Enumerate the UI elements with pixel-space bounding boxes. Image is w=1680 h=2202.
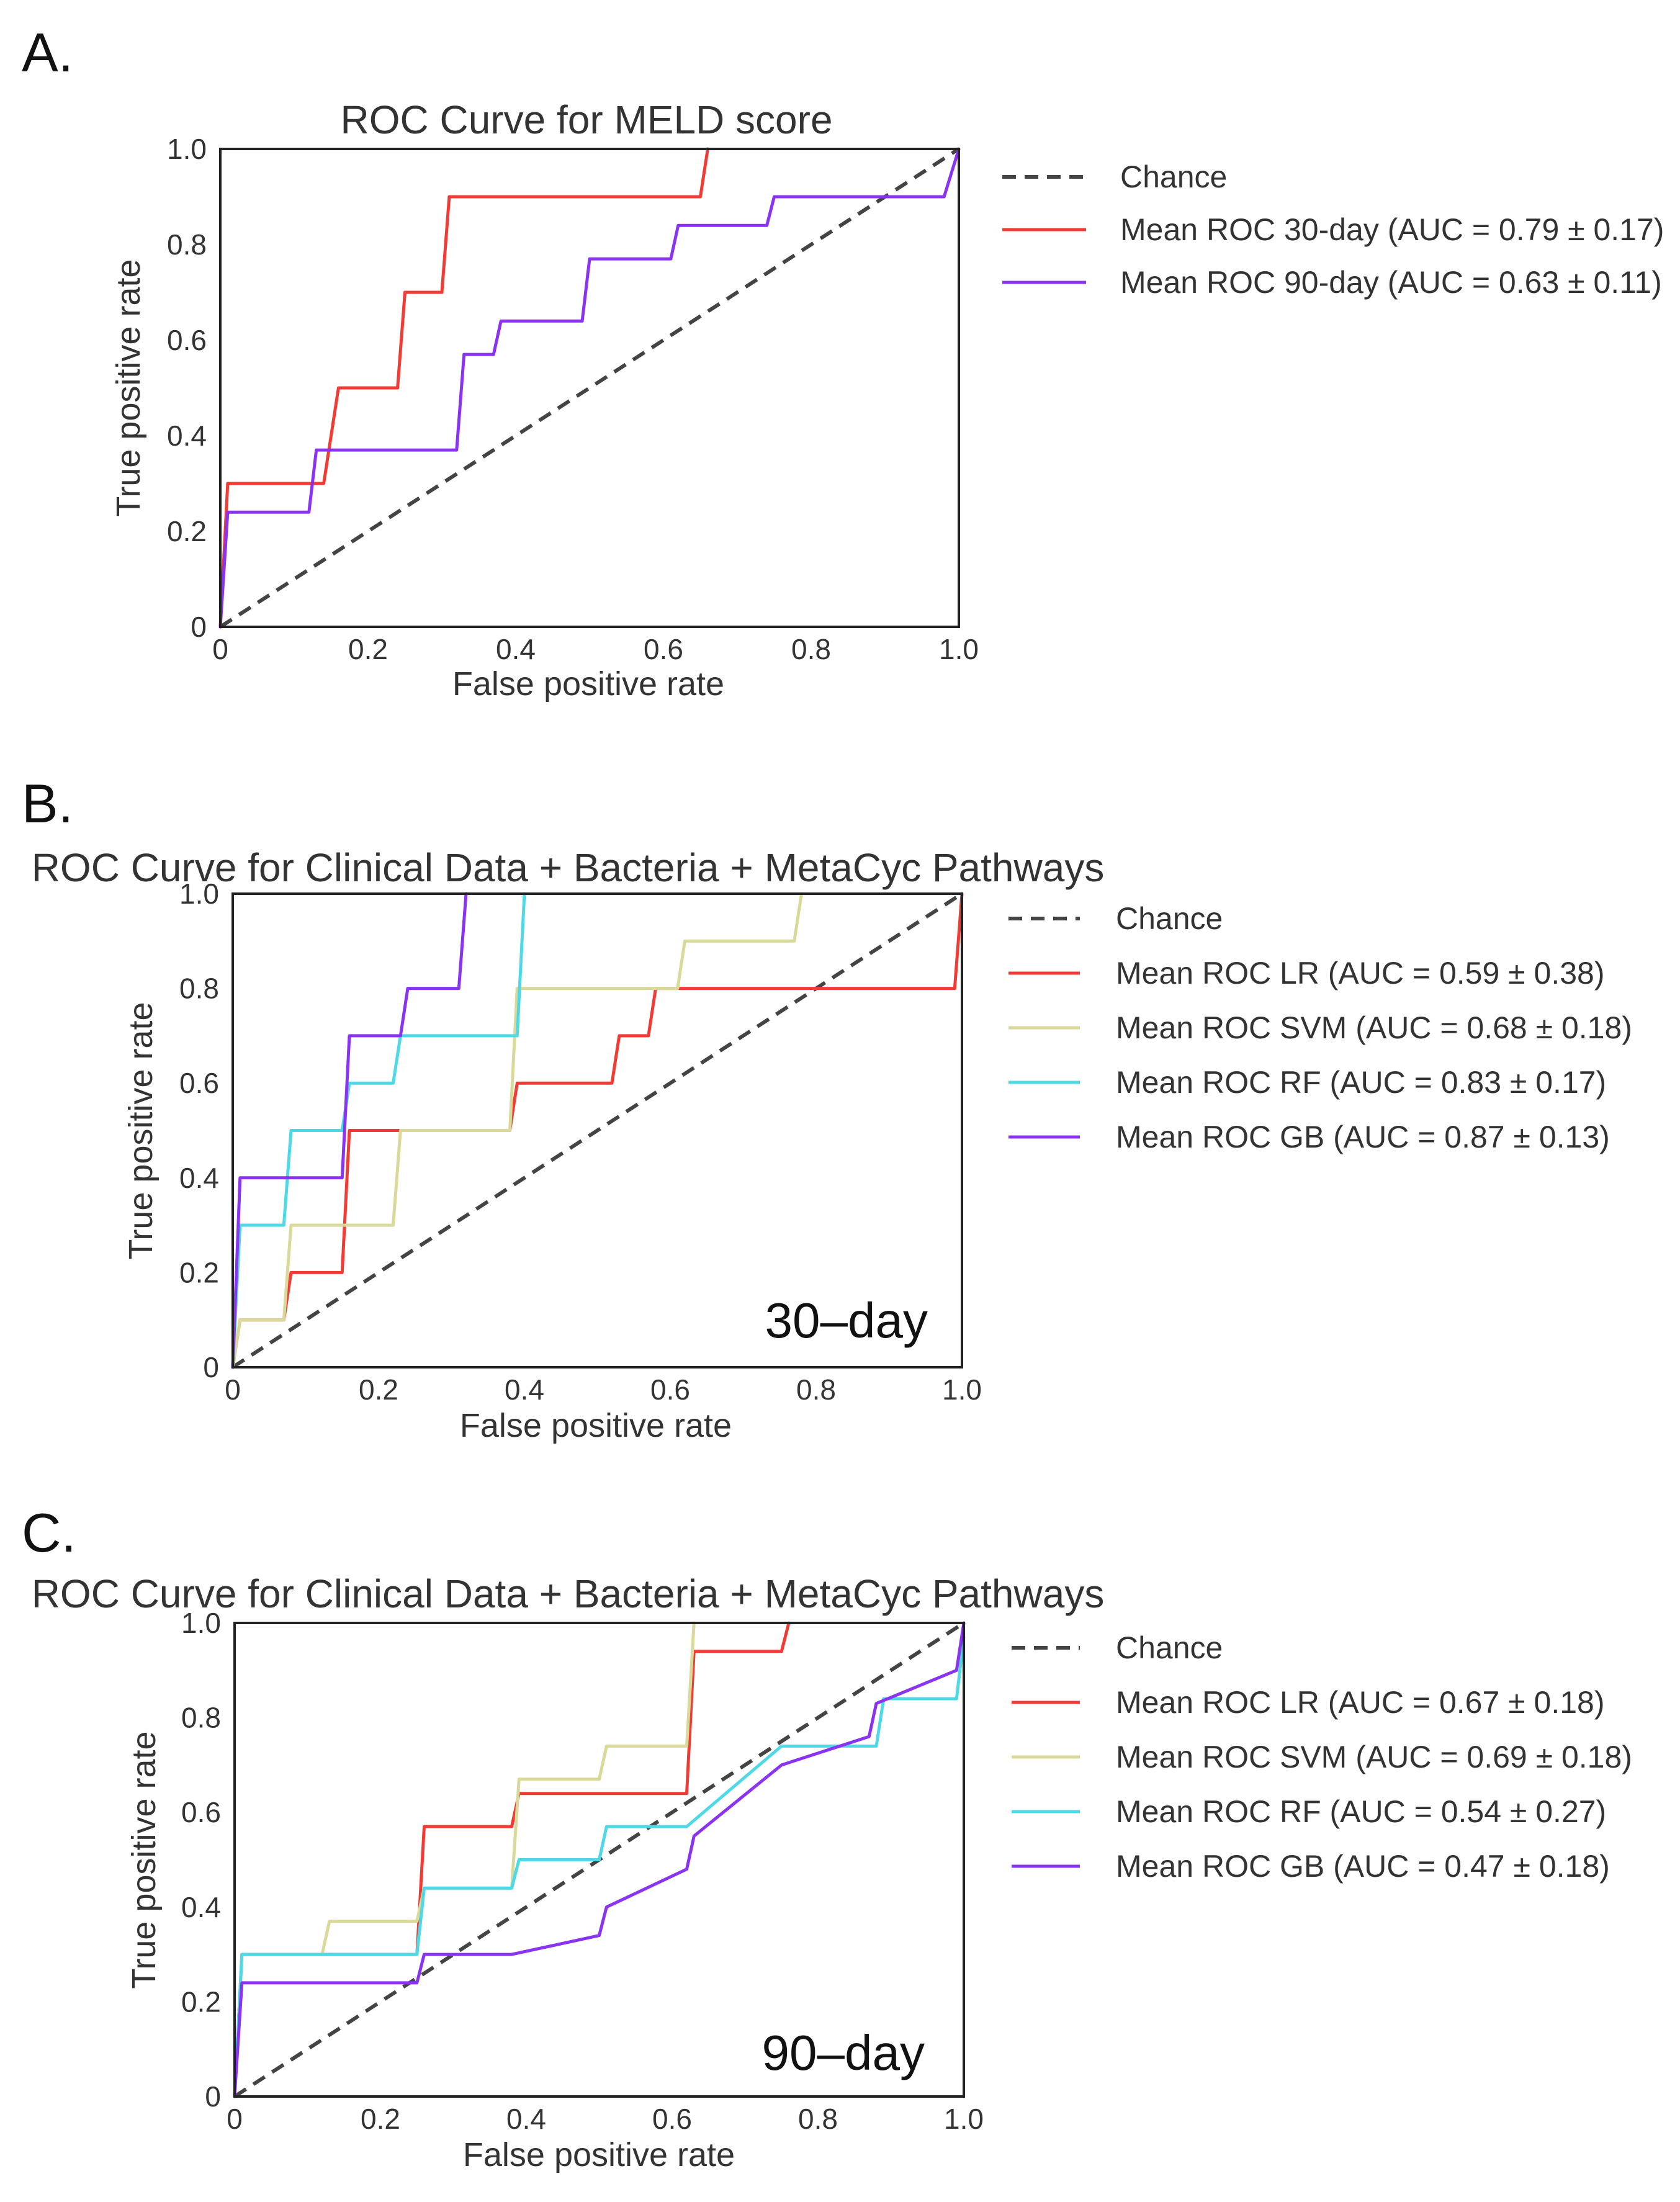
chart2-x-tick-label: 0.4 xyxy=(505,1373,544,1406)
chart3-x-tick-label: 0.6 xyxy=(652,2103,692,2135)
chart3-x-axis-label: False positive rate xyxy=(463,2136,735,2173)
chart2-x-tick-label: 0.6 xyxy=(650,1373,690,1406)
chart1-y-tick-label: 0.4 xyxy=(167,420,207,452)
chart1-series-chance xyxy=(219,147,960,629)
chart1-y-tick-label: 0.2 xyxy=(167,515,207,547)
chart2-x-tick-label: 0.2 xyxy=(359,1373,398,1406)
chart1-panel-letter: A. xyxy=(22,22,73,83)
chart3-y-tick-label: 0 xyxy=(205,2080,221,2113)
chart1-title: ROC Curve for MELD score xyxy=(340,97,832,142)
chart3-legend-label: Mean ROC SVM (AUC = 0.69 ± 0.18) xyxy=(1116,1740,1632,1774)
chart3-series-mean-roc-gb xyxy=(233,1621,966,2098)
chart3-x-tick-label: 0.2 xyxy=(361,2103,400,2135)
chart3-series-mean-roc-rf xyxy=(233,1635,966,2098)
chart1-y-tick-label: 0.8 xyxy=(167,228,207,261)
chart2-panel-letter: B. xyxy=(22,773,73,834)
chart1-x-tick-label: 0.2 xyxy=(348,633,388,665)
chart2-title: ROC Curve for Clinical Data + Bacteria +… xyxy=(32,845,1105,890)
chart1-x-tick-label: 0 xyxy=(212,633,228,665)
chart3-legend-label: Mean ROC GB (AUC = 0.47 ± 0.18) xyxy=(1116,1849,1610,1884)
chart3-y-tick-label: 0.6 xyxy=(181,1796,221,1828)
chart3-annotation: 90–day xyxy=(762,2025,925,2080)
chart1-series-mean-roc-30-day xyxy=(218,147,709,629)
chart2-y-tick-label: 0.2 xyxy=(179,1256,219,1288)
chart2-series-mean-roc-lr xyxy=(231,892,964,1369)
chart1-y-tick-label: 0.6 xyxy=(167,324,207,356)
chart3-plot-frame xyxy=(233,1622,965,2098)
chart2-legend-label: Mean ROC LR (AUC = 0.59 ± 0.38) xyxy=(1116,956,1604,991)
chart2-series-chance xyxy=(231,892,963,1369)
chart1-x-tick-label: 0.6 xyxy=(644,633,683,665)
chart1-x-tick-label: 1.0 xyxy=(939,633,979,665)
chart2-annotation: 30–day xyxy=(765,1293,928,1348)
chart3-y-tick-label: 0.4 xyxy=(181,1891,221,1923)
chart3-x-tick-label: 0.4 xyxy=(506,2103,546,2135)
chart3-title: ROC Curve for Clinical Data + Bacteria +… xyxy=(32,1571,1105,1616)
chart1-y-tick-label: 0 xyxy=(191,611,207,643)
chart3-x-tick-label: 0.8 xyxy=(798,2103,838,2135)
chart2-x-tick-label: 1.0 xyxy=(942,1373,982,1406)
chart2-series-mean-roc-svm xyxy=(231,892,803,1369)
chart2-x-tick-label: 0.8 xyxy=(796,1373,836,1406)
chart1-plot-frame xyxy=(219,148,960,628)
chart2-x-tick-label: 0 xyxy=(225,1373,241,1406)
chart3-series-mean-roc-lr xyxy=(233,1621,791,2098)
chart2-legend-label: Mean ROC SVM (AUC = 0.68 ± 0.18) xyxy=(1116,1010,1632,1045)
chart3-legend-label: Chance xyxy=(1116,1630,1223,1665)
chart3-y-tick-label: 0.8 xyxy=(181,1702,221,1734)
chart3-panel-letter: C. xyxy=(22,1502,76,1563)
chart1-legend-label: Chance xyxy=(1120,160,1227,194)
chart3-x-tick-label: 1.0 xyxy=(944,2103,984,2135)
chart3-y-tick-label: 1.0 xyxy=(181,1607,221,1639)
chart2-y-tick-label: 0.4 xyxy=(179,1162,219,1194)
chart2-x-axis-label: False positive rate xyxy=(460,1407,732,1444)
chart1-y-tick-label: 1.0 xyxy=(167,133,207,165)
chart1-y-axis-label: True positive rate xyxy=(110,259,147,516)
chart3-legend-label: Mean ROC RF (AUC = 0.54 ± 0.27) xyxy=(1116,1794,1606,1829)
chart1-legend-label: Mean ROC 30-day (AUC = 0.79 ± 0.17) xyxy=(1120,212,1664,247)
chart2-legend-label: Mean ROC RF (AUC = 0.83 ± 0.17) xyxy=(1116,1065,1606,1100)
chart3-y-tick-label: 0.2 xyxy=(181,1985,221,2018)
chart1-x-tick-label: 0.8 xyxy=(791,633,831,665)
chart2-y-tick-label: 0 xyxy=(203,1351,219,1383)
chart3-legend-label: Mean ROC LR (AUC = 0.67 ± 0.18) xyxy=(1116,1685,1604,1720)
chart3-x-tick-label: 0 xyxy=(227,2103,243,2135)
chart2-plot-frame xyxy=(231,892,963,1368)
chart2-y-axis-label: True positive rate xyxy=(122,1002,159,1259)
chart2-y-tick-label: 0.8 xyxy=(179,973,219,1005)
chart2-y-tick-label: 0.6 xyxy=(179,1067,219,1099)
chart3-y-axis-label: True positive rate xyxy=(125,1731,163,1989)
chart3-series-mean-roc-svm xyxy=(233,1621,696,2098)
chart2-legend-label: Mean ROC GB (AUC = 0.87 ± 0.13) xyxy=(1116,1120,1610,1154)
chart1-x-tick-label: 0.4 xyxy=(496,633,536,665)
chart2-y-tick-label: 1.0 xyxy=(179,878,219,910)
chart2-legend-label: Chance xyxy=(1116,901,1223,936)
chart1-series-mean-roc-90-day xyxy=(218,147,961,629)
chart2-series-mean-roc-gb xyxy=(231,892,468,1369)
chart1-x-axis-label: False positive rate xyxy=(452,665,724,703)
chart1-legend-label: Mean ROC 90-day (AUC = 0.63 ± 0.11) xyxy=(1120,265,1662,300)
